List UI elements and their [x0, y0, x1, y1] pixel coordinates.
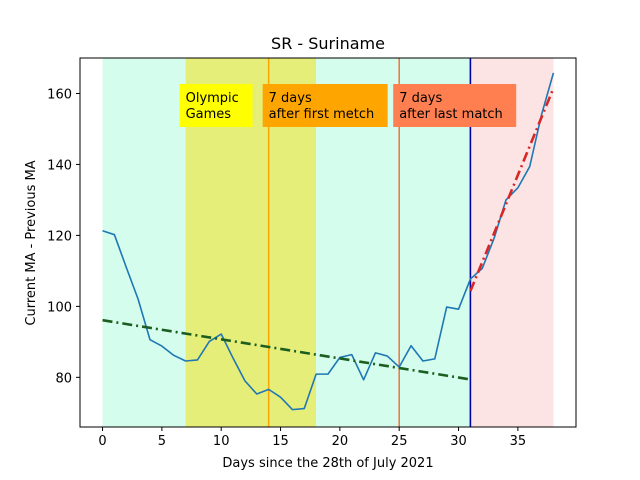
y-axis-label: Current MA - Previous MA [24, 160, 39, 325]
x-tick-label: 10 [213, 434, 230, 449]
x-axis-ticks: 0 5 10 15 20 25 30 35 [98, 427, 526, 449]
x-tick-label: 25 [391, 434, 408, 449]
x-axis-label: Days since the 28th of July 2021 [222, 456, 433, 471]
annotation-text-2-1: after last match [399, 107, 503, 122]
y-axis-ticks: 80 100 120 140 160 [47, 87, 80, 386]
y-tick-label: 80 [55, 371, 72, 386]
annotation-text-0-0: Olympic [186, 91, 239, 106]
y-tick-label: 160 [47, 87, 72, 102]
annotation-bg-1 [262, 84, 388, 127]
x-tick-label: 0 [98, 434, 106, 449]
y-tick-label: 120 [47, 229, 72, 244]
plot-frame [79, 57, 577, 428]
annotation-bg-2 [393, 84, 517, 127]
x-tick-label: 20 [332, 434, 349, 449]
annotation-text-1-0: 7 days [269, 91, 312, 106]
series-line-trend-after [469, 87, 555, 292]
annotation-text-1-1: after first metch [269, 107, 375, 122]
y-tick-label: 140 [47, 158, 72, 173]
shaded-region-0 [102, 58, 186, 427]
x-tick-label: 5 [158, 434, 166, 449]
series-lines [102, 72, 555, 411]
annotation-text-0-1: Games [186, 107, 232, 122]
chart-title: SR - Suriname [271, 34, 385, 53]
annotation-bg-0 [179, 84, 253, 127]
x-tick-label: 30 [450, 434, 467, 449]
y-tick-label: 100 [47, 300, 72, 315]
x-tick-label: 15 [272, 434, 289, 449]
x-tick-label: 35 [510, 434, 527, 449]
annotation-text-2-0: 7 days [399, 91, 442, 106]
series-line-trend-before [102, 318, 471, 381]
